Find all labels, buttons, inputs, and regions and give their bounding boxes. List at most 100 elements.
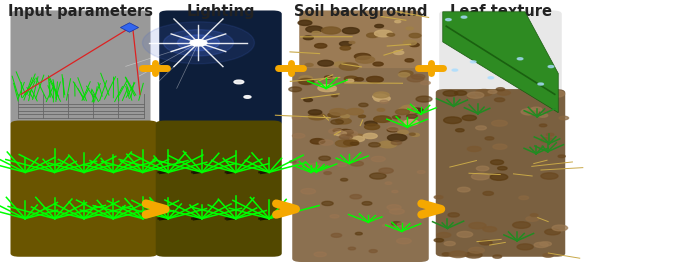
Circle shape — [143, 22, 255, 64]
Circle shape — [417, 171, 425, 173]
Circle shape — [350, 134, 364, 139]
Circle shape — [299, 76, 312, 81]
Circle shape — [380, 100, 389, 103]
Circle shape — [475, 90, 493, 96]
Circle shape — [374, 116, 391, 122]
Circle shape — [340, 134, 353, 139]
Circle shape — [328, 113, 340, 117]
Circle shape — [379, 168, 393, 173]
Circle shape — [358, 115, 365, 118]
Circle shape — [329, 129, 342, 134]
Circle shape — [468, 247, 484, 253]
Circle shape — [363, 133, 377, 139]
Circle shape — [446, 19, 452, 21]
Circle shape — [293, 133, 305, 138]
Circle shape — [324, 172, 331, 174]
Circle shape — [382, 224, 389, 227]
Circle shape — [540, 124, 547, 127]
Circle shape — [350, 161, 363, 166]
Circle shape — [318, 156, 330, 161]
Circle shape — [528, 111, 540, 115]
Circle shape — [346, 108, 363, 115]
Circle shape — [466, 252, 482, 258]
Circle shape — [496, 88, 505, 91]
Text: Soil background: Soil background — [294, 4, 427, 19]
Circle shape — [309, 113, 326, 120]
Circle shape — [387, 33, 395, 36]
Circle shape — [322, 201, 333, 206]
Circle shape — [548, 66, 554, 68]
Circle shape — [491, 120, 508, 126]
Circle shape — [289, 87, 302, 92]
Circle shape — [309, 110, 322, 115]
Circle shape — [304, 98, 312, 102]
Circle shape — [312, 31, 321, 35]
Circle shape — [335, 131, 346, 136]
Circle shape — [540, 138, 553, 143]
Circle shape — [485, 137, 494, 140]
Circle shape — [531, 214, 538, 217]
Circle shape — [342, 28, 359, 34]
Circle shape — [468, 95, 475, 98]
Circle shape — [304, 18, 312, 21]
Circle shape — [299, 79, 314, 85]
Circle shape — [538, 113, 547, 117]
Circle shape — [512, 222, 531, 228]
Circle shape — [399, 71, 413, 76]
Circle shape — [346, 134, 353, 136]
Circle shape — [367, 33, 379, 37]
Circle shape — [491, 160, 503, 165]
Circle shape — [493, 255, 502, 258]
Circle shape — [325, 76, 332, 79]
Circle shape — [469, 222, 486, 229]
Circle shape — [395, 20, 400, 23]
Polygon shape — [442, 12, 559, 113]
Circle shape — [178, 35, 220, 51]
Circle shape — [543, 93, 554, 97]
Circle shape — [483, 192, 493, 195]
Circle shape — [333, 129, 342, 132]
Circle shape — [344, 76, 358, 81]
Circle shape — [290, 161, 296, 163]
Circle shape — [452, 69, 458, 71]
Circle shape — [410, 108, 424, 113]
Circle shape — [521, 108, 538, 115]
Circle shape — [407, 114, 417, 118]
Circle shape — [307, 163, 323, 169]
Circle shape — [298, 20, 312, 25]
Circle shape — [362, 201, 372, 205]
Circle shape — [365, 121, 377, 126]
Circle shape — [416, 96, 432, 102]
Circle shape — [340, 46, 351, 50]
Circle shape — [355, 78, 363, 81]
Circle shape — [421, 81, 430, 85]
Circle shape — [371, 156, 385, 162]
Circle shape — [349, 247, 356, 250]
Circle shape — [305, 63, 313, 66]
Circle shape — [494, 98, 505, 102]
FancyBboxPatch shape — [435, 89, 565, 257]
Circle shape — [437, 232, 451, 238]
Text: Lighting: Lighting — [186, 4, 255, 19]
Circle shape — [411, 133, 419, 137]
Circle shape — [398, 120, 405, 123]
Circle shape — [331, 233, 342, 237]
Circle shape — [517, 244, 533, 250]
Circle shape — [331, 119, 344, 124]
Circle shape — [390, 209, 405, 214]
Circle shape — [470, 61, 476, 63]
Circle shape — [530, 107, 542, 112]
Circle shape — [444, 242, 455, 246]
Circle shape — [541, 173, 558, 179]
Circle shape — [547, 133, 554, 136]
Circle shape — [346, 79, 354, 82]
Circle shape — [410, 133, 415, 135]
Circle shape — [341, 130, 358, 137]
Circle shape — [374, 24, 384, 28]
Circle shape — [477, 166, 489, 171]
Circle shape — [369, 250, 377, 253]
Circle shape — [490, 174, 507, 180]
Polygon shape — [120, 23, 139, 32]
Circle shape — [456, 129, 464, 132]
Circle shape — [391, 141, 402, 145]
